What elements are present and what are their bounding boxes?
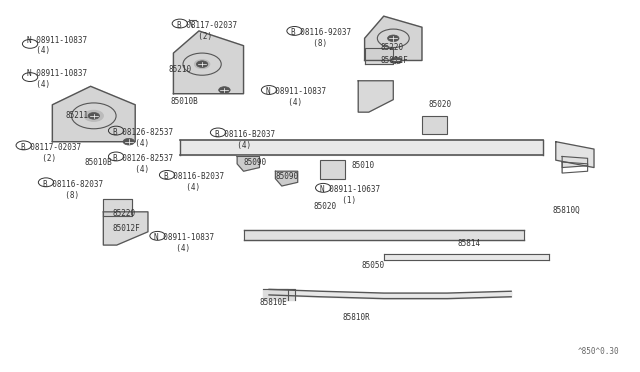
Text: 85090: 85090	[244, 157, 267, 167]
Circle shape	[391, 57, 402, 64]
Text: 85810E: 85810E	[259, 298, 287, 307]
Text: 85020: 85020	[428, 100, 451, 109]
Circle shape	[88, 112, 100, 119]
Text: (8): (8)	[56, 191, 79, 200]
Circle shape	[219, 87, 230, 93]
Text: 85050: 85050	[362, 261, 385, 270]
Text: 85090: 85090	[275, 172, 298, 181]
Text: (4): (4)	[125, 139, 148, 148]
Text: N 08911-10837: N 08911-10837	[266, 87, 326, 96]
Text: (4): (4)	[278, 99, 301, 108]
Polygon shape	[275, 171, 298, 186]
Polygon shape	[422, 116, 447, 134]
Text: B 08116-B2037: B 08116-B2037	[164, 172, 224, 181]
Text: 85010B: 85010B	[84, 157, 112, 167]
Text: 85220: 85220	[113, 209, 136, 218]
Text: B 08126-82537: B 08126-82537	[113, 154, 173, 163]
Circle shape	[196, 61, 208, 67]
Polygon shape	[365, 48, 394, 64]
Text: 85010: 85010	[352, 161, 375, 170]
Text: (4): (4)	[125, 165, 148, 174]
Polygon shape	[103, 212, 148, 245]
Text: 85012F: 85012F	[381, 56, 408, 65]
Text: 85211: 85211	[65, 111, 88, 121]
Text: (4): (4)	[167, 244, 190, 253]
Circle shape	[388, 35, 399, 42]
Text: 85020: 85020	[314, 202, 337, 211]
Text: B 08116-B2037: B 08116-B2037	[215, 130, 275, 139]
Circle shape	[123, 138, 134, 145]
Polygon shape	[103, 199, 132, 215]
Text: ^850^0.30: ^850^0.30	[578, 347, 620, 356]
Text: B 08117-02037: B 08117-02037	[177, 21, 237, 30]
Text: (2): (2)	[33, 154, 56, 163]
Text: 85810R: 85810R	[342, 312, 370, 321]
Text: B 08116-92037: B 08116-92037	[291, 28, 351, 37]
Text: B 08117-02037: B 08117-02037	[20, 143, 81, 152]
Polygon shape	[52, 86, 135, 142]
Text: N 08911-10837
  (4): N 08911-10837 (4)	[27, 36, 87, 55]
Text: B 08116-82037: B 08116-82037	[43, 180, 103, 189]
Polygon shape	[556, 142, 594, 167]
Text: N 08911-10837
  (4): N 08911-10837 (4)	[27, 69, 87, 89]
Text: 85010B: 85010B	[170, 97, 198, 106]
Text: (2): (2)	[189, 32, 212, 41]
Polygon shape	[320, 160, 346, 179]
Polygon shape	[237, 157, 259, 171]
Text: 85012F: 85012F	[113, 224, 141, 233]
Text: N 08911-10637: N 08911-10637	[320, 185, 380, 194]
Polygon shape	[365, 16, 422, 61]
Text: (4): (4)	[177, 183, 200, 192]
Text: 85814: 85814	[457, 239, 480, 248]
Polygon shape	[358, 81, 394, 112]
Polygon shape	[562, 157, 588, 173]
Polygon shape	[173, 31, 244, 94]
Text: (8): (8)	[304, 39, 327, 48]
Text: N 08911-10837: N 08911-10837	[154, 233, 214, 242]
Text: 85210: 85210	[169, 65, 192, 74]
Text: (4): (4)	[228, 141, 251, 150]
Text: B 08126-82537: B 08126-82537	[113, 128, 173, 137]
Text: 85220: 85220	[381, 43, 404, 52]
Text: 85810Q: 85810Q	[552, 205, 580, 215]
Circle shape	[84, 110, 103, 121]
Text: (1): (1)	[333, 196, 356, 205]
Circle shape	[195, 60, 210, 68]
